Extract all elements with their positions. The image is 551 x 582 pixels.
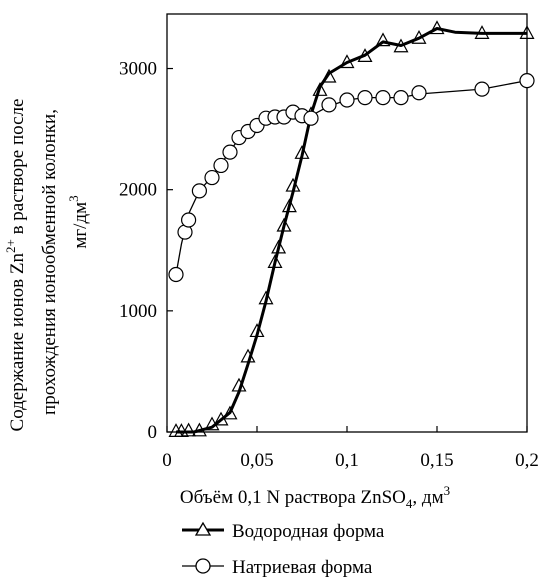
- plot-frame: [166, 13, 528, 433]
- data-point-circle: [204, 169, 220, 186]
- data-point-triangle: [249, 323, 265, 338]
- data-point-triangle: [339, 54, 355, 69]
- legend-label-hydrogen: Водородная форма: [232, 521, 385, 542]
- data-point-circle: [222, 144, 238, 160]
- data-point-triangle: [191, 422, 207, 437]
- data-point-triangle: [231, 377, 247, 392]
- data-point-triangle: [321, 68, 337, 83]
- y-tick-label: 2000: [119, 180, 157, 201]
- data-point-triangle: [222, 405, 238, 420]
- legend: Водородная форма Натриевая форма: [182, 521, 385, 578]
- data-point-circle: [411, 85, 427, 101]
- series-line-sodium: [175, 79, 528, 275]
- data-point-triangle: [294, 145, 310, 159]
- data-point-circle: [519, 73, 535, 89]
- x-tick-label: 0,15: [420, 450, 453, 471]
- data-point-triangle: [240, 348, 256, 363]
- y-tick-label: 3000: [119, 59, 157, 80]
- legend-item-hydrogen: Водородная форма: [182, 521, 385, 542]
- data-point-triangle: [393, 38, 409, 53]
- data-point-triangle: [276, 217, 292, 232]
- x-tick-label: 0,2: [515, 450, 539, 471]
- data-point-circle: [191, 183, 207, 199]
- data-point-triangle: [357, 48, 373, 63]
- plot-area-border: [166, 13, 528, 433]
- x-axis-title: Объём 0,1 N раствора ZnSO4, дм3: [180, 483, 450, 511]
- legend-label-sodium: Натриевая форма: [232, 557, 373, 578]
- data-point-circle: [339, 92, 355, 108]
- y-axis-title-line-3: мг/дм3: [66, 195, 91, 248]
- data-point-circle: [303, 110, 319, 126]
- series-line-hydrogen: [176, 27, 527, 434]
- data-point-triangle: [271, 239, 287, 254]
- data-point-circle: [375, 89, 391, 106]
- data-point-triangle: [411, 29, 427, 44]
- data-point-circle: [474, 81, 490, 97]
- data-point-triangle: [375, 32, 391, 47]
- series-layer: [168, 20, 535, 437]
- data-point-circle: [168, 266, 184, 283]
- x-axis-ticks: 0 0,05 0,1 0,15 0,2: [162, 426, 539, 471]
- data-point-circle: [321, 97, 337, 113]
- y-axis-title: Содержание ионов Zn2+ в растворе после п…: [3, 99, 91, 432]
- data-point-circle: [181, 212, 197, 228]
- data-point-triangle: [519, 25, 535, 39]
- y-axis-title-line-1: Содержание ионов Zn2+ в растворе после: [3, 99, 28, 432]
- data-point-triangle: [312, 82, 328, 96]
- data-point-triangle: [285, 177, 301, 192]
- y-axis-title-line-2: прохождения ионообменной колонки,: [39, 109, 60, 415]
- x-tick-label: 0,05: [240, 450, 273, 471]
- legend-item-sodium: Натриевая форма: [182, 557, 373, 578]
- data-point-triangle: [181, 422, 197, 437]
- data-point-circle: [357, 89, 373, 106]
- data-point-triangle: [429, 20, 445, 35]
- legend-circle-marker: [195, 558, 211, 574]
- x-tick-label: 0,1: [335, 450, 359, 471]
- legend-triangle-marker: [194, 521, 212, 536]
- data-point-triangle: [281, 198, 297, 213]
- data-point-circle: [393, 89, 409, 106]
- x-tick-label: 0: [162, 450, 172, 471]
- data-point-triangle: [267, 254, 283, 268]
- data-point-circle: [213, 157, 229, 174]
- data-point-triangle: [474, 25, 490, 39]
- y-axis-ticks: 0 1000 2000 3000: [119, 59, 173, 443]
- y-tick-label: 0: [148, 422, 158, 443]
- y-tick-label: 1000: [119, 301, 157, 322]
- data-point-triangle: [258, 290, 274, 305]
